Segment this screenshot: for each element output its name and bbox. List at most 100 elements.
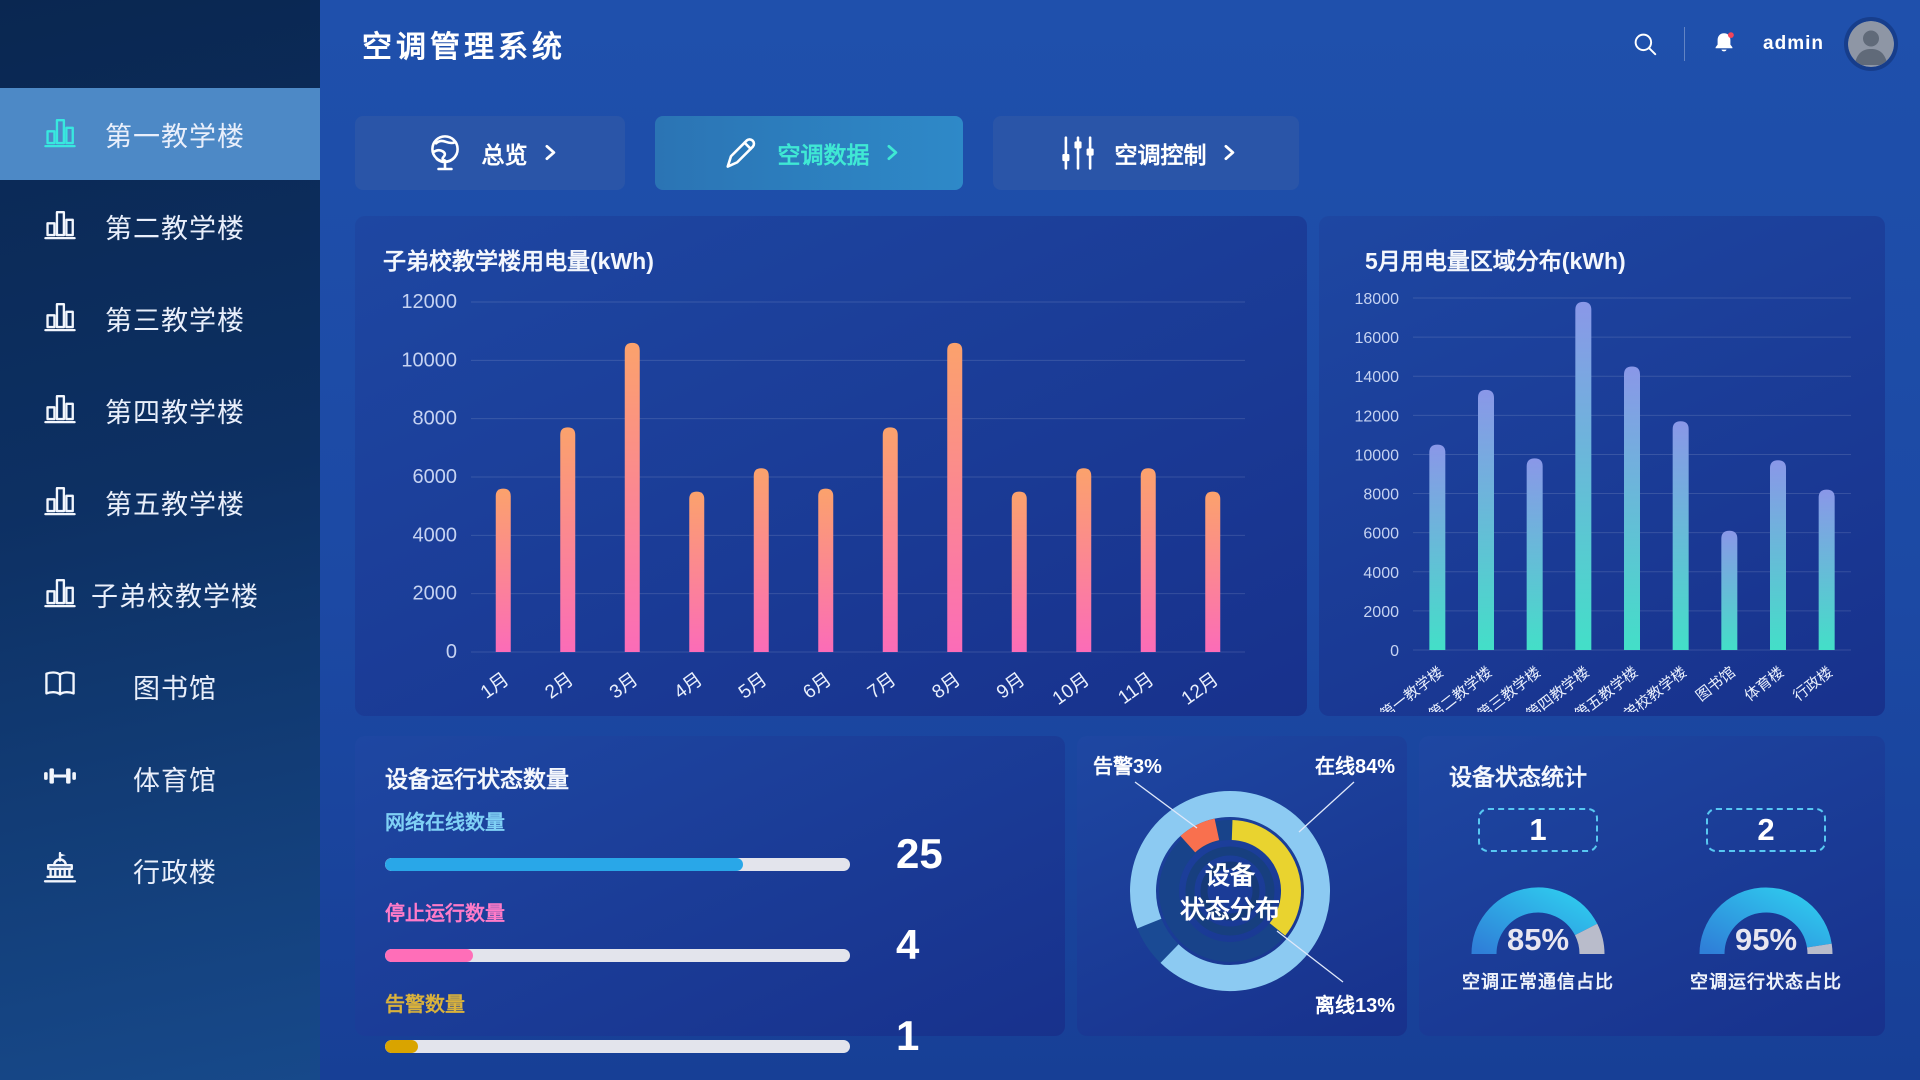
tab-bar: 总览 空调数据 空调控制	[355, 116, 1885, 190]
tab-label: 空调数据	[777, 142, 870, 168]
sidebar-item-label: 第三教学楼	[105, 305, 245, 336]
gauge-arc-rest	[1574, 923, 1605, 955]
sidebar-item-5[interactable]: 第五教学楼	[0, 456, 320, 548]
sidebar-item-3[interactable]: 第三教学楼	[0, 272, 320, 364]
status-progress-list: 网络在线数量 25 停止运行数量 4 告警数量 1	[385, 806, 1035, 1067]
dumbbell-icon	[42, 758, 82, 798]
status-row: 设备运行状态数量 网络在线数量 25 停止运行数量 4 告警数量 1 设备 状态分布 告警3…	[355, 736, 1885, 1057]
sidebar-item-label: 行政楼	[133, 857, 217, 888]
donut-bg-ring	[1185, 846, 1275, 936]
bar-1月	[495, 488, 511, 652]
bar-第四教学楼	[1575, 301, 1592, 650]
donut-label-offline: 离线13%	[1314, 995, 1395, 1017]
panel-status-distribution: 设备 状态分布 告警3% 在线84% 离线13%	[1077, 736, 1407, 1036]
chevron-right-icon	[544, 140, 557, 167]
bell-icon[interactable]	[1709, 29, 1739, 59]
tab-label: 空调控制	[1114, 142, 1207, 168]
search-icon[interactable]	[1630, 29, 1660, 59]
building-chart-icon	[42, 206, 82, 246]
tab-label: 总览	[481, 142, 528, 168]
y-tick-label: 6000	[413, 466, 458, 488]
bar-图书馆	[1721, 530, 1738, 650]
sidebar-item-1[interactable]: 第一教学楼	[0, 88, 320, 180]
bar-第一教学楼	[1429, 444, 1446, 650]
x-category-label: 9月	[993, 669, 1029, 703]
monthly-usage-bar-chart: 0 2000 4000 6000 8000 10000 12000 1月 2月 3月 4月 5月 6月 7…	[401, 291, 1245, 710]
bar-5月	[753, 468, 769, 652]
sidebar-item-6[interactable]: 子弟校教学楼	[0, 548, 320, 640]
status-row-网络在线数量: 网络在线数量 25	[385, 806, 1035, 885]
tab-2[interactable]: 空调数据	[655, 116, 963, 190]
status-bar: 1	[385, 1015, 1035, 1067]
sidebar-item-label: 子弟校教学楼	[91, 581, 259, 612]
status-bar: 4	[385, 924, 1035, 976]
bar-行政楼	[1818, 489, 1835, 650]
book-icon	[42, 666, 82, 706]
globe-icon	[424, 132, 466, 174]
building-chart-icon	[42, 482, 82, 522]
topbar: 空调管理系统 admin	[320, 0, 1920, 88]
pencil-icon	[720, 132, 762, 174]
x-category-label: 6月	[799, 669, 835, 703]
sidebar-item-7[interactable]: 图书馆	[0, 640, 320, 732]
gauge-percent: 95%	[1735, 922, 1797, 957]
donut-leader-line	[1134, 781, 1198, 829]
bar-4月	[689, 491, 705, 652]
bar-第二教学楼	[1478, 389, 1494, 650]
government-icon	[42, 850, 82, 890]
panel-region-usage: 5月用电量区域分布(kWh) 0 2000 4000 6000 8000 10000 120…	[1319, 216, 1885, 733]
y-tick-label: 6000	[1363, 526, 1399, 543]
donut-center-line2: 状态分布	[1180, 895, 1280, 924]
main-area: 空调管理系统 admin	[320, 0, 1920, 1080]
donut-bg-ring	[1200, 861, 1260, 921]
bar-11月	[1140, 468, 1156, 652]
x-category-label: 体育楼	[1742, 664, 1788, 705]
status-label: 停止运行数量	[385, 903, 505, 925]
avatar[interactable]	[1848, 21, 1894, 67]
bar-8月	[947, 342, 963, 652]
sidebar-item-label: 图书馆	[133, 673, 217, 704]
donut-arc-offline	[1231, 820, 1301, 936]
donut-center-line1: 设备	[1205, 862, 1256, 890]
building-chart-icon	[42, 114, 82, 154]
y-tick-label: 12000	[1355, 408, 1400, 425]
bar-12月	[1205, 491, 1221, 652]
chevron-right-icon	[1223, 140, 1236, 167]
progress-track	[385, 857, 850, 871]
tab-3[interactable]: 空调控制	[993, 116, 1299, 190]
sidebar-item-9[interactable]: 行政楼	[0, 824, 320, 916]
notification-dot	[1728, 32, 1734, 38]
x-category-label: 11月	[1115, 669, 1159, 709]
chart-title-monthly: 子弟校教学楼用电量(kWh)	[383, 248, 654, 274]
gauge-percent: 85%	[1507, 922, 1569, 957]
y-tick-label: 14000	[1355, 369, 1400, 386]
status-value: 4	[896, 921, 920, 968]
y-tick-label: 0	[446, 641, 457, 663]
bar-7月	[882, 427, 898, 652]
panel-monthly-usage: 子弟校教学楼用电量(kWh) 0 2000 4000 6000 8000 10000 120…	[355, 216, 1307, 716]
sidebar-item-2[interactable]: 第二教学楼	[0, 180, 320, 272]
progress-fill	[385, 857, 744, 871]
progress-track	[385, 1039, 850, 1053]
y-tick-label: 2000	[413, 583, 458, 605]
sidebar-item-label: 第四教学楼	[105, 397, 245, 428]
sidebar-item-4[interactable]: 第四教学楼	[0, 364, 320, 456]
device-stats-title: 设备状态统计	[1449, 764, 1587, 790]
donut-label-alarm: 告警3%	[1093, 756, 1162, 778]
user-name[interactable]: admin	[1763, 33, 1824, 54]
charts-row: 子弟校教学楼用电量(kWh) 0 2000 4000 6000 8000 10000 120…	[355, 216, 1885, 733]
sidebar-item-8[interactable]: 体育馆	[0, 732, 320, 824]
y-tick-label: 16000	[1355, 330, 1400, 347]
status-value: 25	[896, 830, 943, 877]
topbar-actions: admin	[1630, 21, 1920, 67]
tab-1[interactable]: 总览	[355, 116, 625, 190]
status-row-告警数量: 告警数量 1	[385, 988, 1035, 1067]
gauge-arc-rest	[1806, 943, 1833, 955]
chart-title-region: 5月用电量区域分布(kWh)	[1365, 248, 1626, 274]
building-chart-icon	[42, 298, 82, 338]
y-tick-label: 4000	[1363, 565, 1399, 582]
sidebar-item-label: 第二教学楼	[105, 213, 245, 244]
y-tick-label: 10000	[401, 349, 457, 371]
y-tick-label: 12000	[401, 291, 457, 313]
gauge-arc-filled	[1471, 887, 1598, 955]
